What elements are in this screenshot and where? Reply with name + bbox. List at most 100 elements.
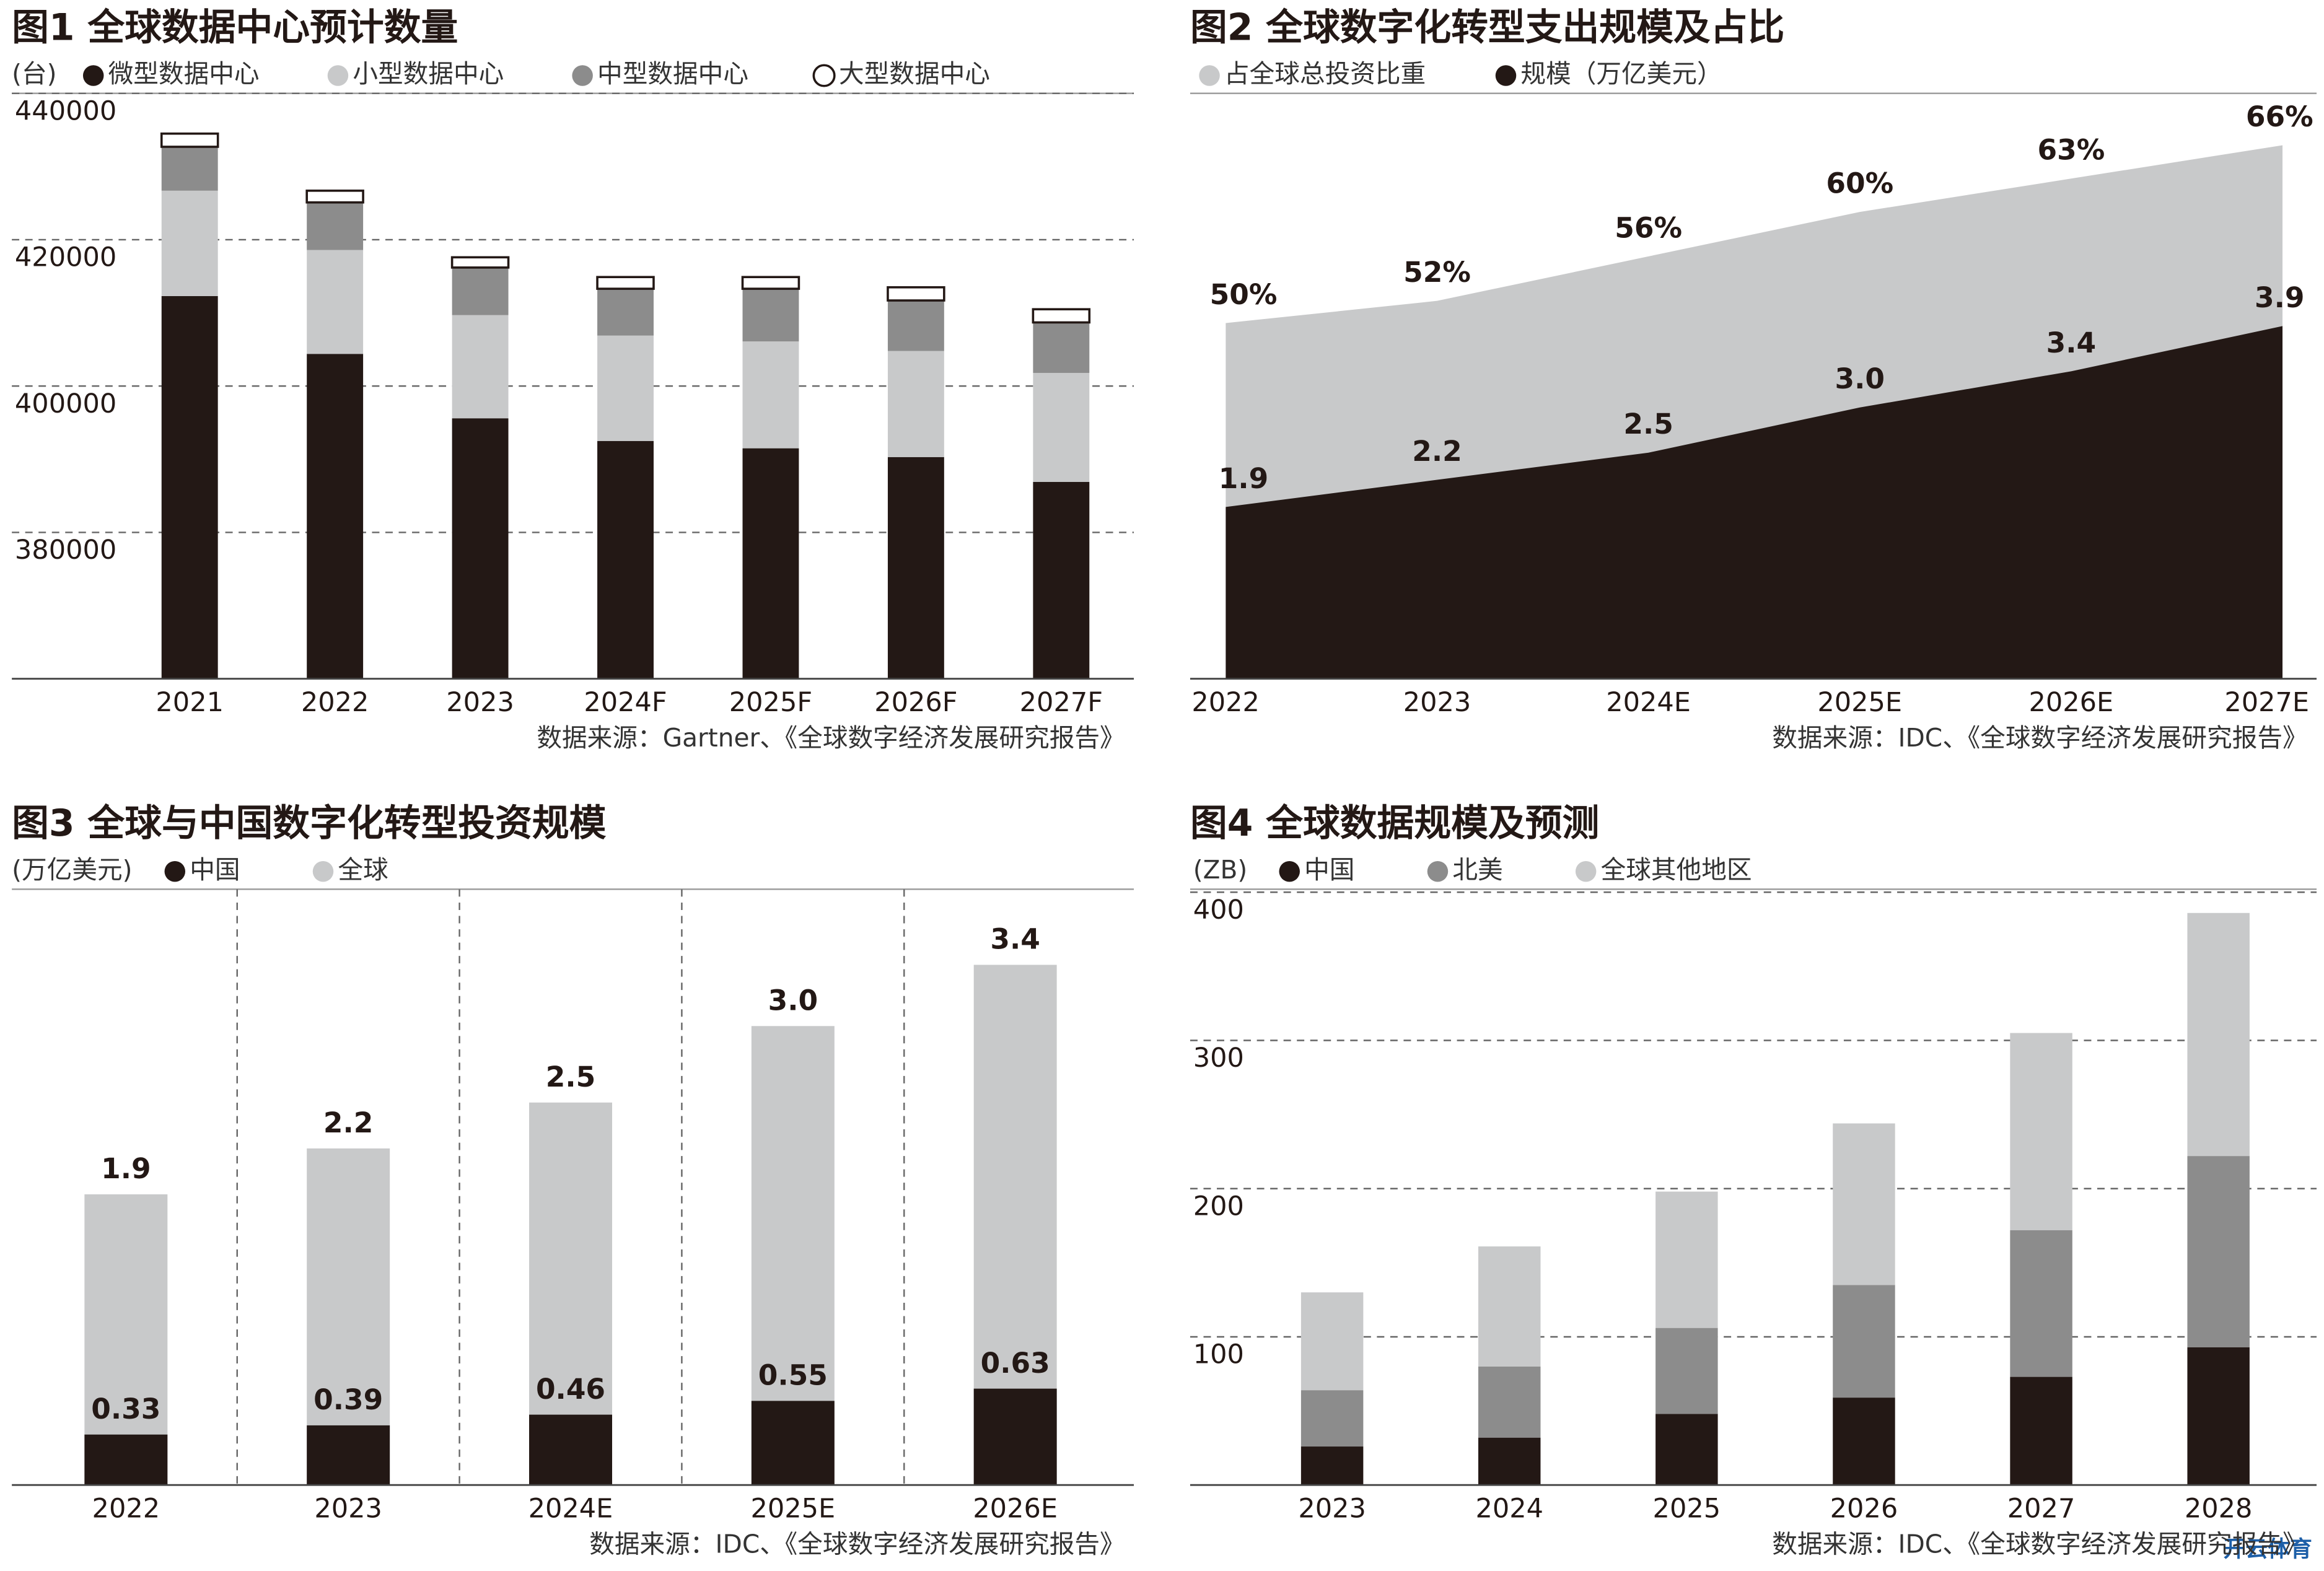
watermark: 开云体育 xyxy=(2223,1537,2312,1562)
bar-segment xyxy=(596,276,655,290)
x-tick-label: 2027 xyxy=(2007,1493,2076,1524)
y-tick-label: 300 xyxy=(1193,1043,1244,1074)
data-label: 3.0 xyxy=(1835,362,1885,395)
legend-marker xyxy=(327,65,349,86)
x-tick-label: 2023 xyxy=(1403,687,1471,718)
bar-segment xyxy=(161,146,218,191)
bar-segment xyxy=(160,132,219,148)
data-label: 2.5 xyxy=(1623,408,1673,440)
bar-segment xyxy=(1300,1292,1364,1391)
data-label: 3.9 xyxy=(2255,281,2304,314)
bar-segment xyxy=(1032,308,1091,324)
bar-segment xyxy=(597,440,654,679)
x-tick-label: 2022 xyxy=(92,1493,160,1524)
y-tick-label: 400000 xyxy=(15,388,116,419)
y-tick-label: 380000 xyxy=(15,535,116,566)
data-label: 3.0 xyxy=(768,984,818,1017)
bar-segment xyxy=(597,289,654,336)
data-label: 2.2 xyxy=(1412,435,1462,468)
legend-marker xyxy=(572,65,593,86)
data-label: 0.63 xyxy=(981,1347,1050,1380)
legend-label: 北美 xyxy=(1452,855,1502,885)
data-label: 52% xyxy=(1403,256,1471,289)
data-label: 0.46 xyxy=(536,1373,605,1406)
data-label: 0.33 xyxy=(91,1393,160,1425)
bar-segment xyxy=(1655,1328,1718,1414)
x-tick-label: 2023 xyxy=(446,687,514,718)
unit-label: (ZB) xyxy=(1193,855,1247,885)
legend-label: 大型数据中心 xyxy=(839,59,990,89)
bar-segment xyxy=(1478,1246,1541,1367)
x-tick-label: 2025 xyxy=(1653,1493,1721,1524)
bar-segment xyxy=(1833,1398,1895,1486)
bar-segment xyxy=(307,202,364,250)
x-tick-label: 2027F xyxy=(1020,687,1103,718)
unit-label: (万亿美元) xyxy=(12,855,132,885)
bar-segment xyxy=(1033,322,1090,373)
bar-segment xyxy=(2010,1376,2072,1486)
bar-segment xyxy=(161,295,218,679)
data-label: 3.4 xyxy=(990,923,1040,956)
legend-label: 微型数据中心 xyxy=(108,59,260,89)
bar-segment xyxy=(2187,1156,2250,1347)
legend-label: 中型数据中心 xyxy=(597,59,748,89)
bar-segment xyxy=(1833,1123,1895,1285)
data-label: 50% xyxy=(1210,278,1278,311)
bar xyxy=(973,1388,1057,1486)
bar-segment xyxy=(450,256,510,269)
bar-segment xyxy=(741,276,800,290)
legend-label: 中国 xyxy=(1304,855,1354,885)
legend-label: 全球 xyxy=(338,855,388,885)
y-tick-label: 100 xyxy=(1193,1339,1244,1370)
x-tick-label: 2028 xyxy=(2185,1493,2253,1524)
x-tick-label: 2022 xyxy=(1191,687,1260,718)
source: 数据来源：IDC、《全球数字经济发展研究报告》 xyxy=(1772,723,2307,753)
legend-marker xyxy=(1575,861,1597,882)
y-tick-label: 420000 xyxy=(15,242,116,273)
bar-segment xyxy=(742,448,799,679)
source: 数据来源：Gartner、《全球数字经济发展研究报告》 xyxy=(537,723,1125,753)
data-label: 0.39 xyxy=(314,1383,383,1416)
data-label: 1.9 xyxy=(1219,462,1268,495)
source: 数据来源：IDC、《全球数字经济发展研究报告》 xyxy=(589,1529,1125,1559)
data-label: 2.2 xyxy=(323,1106,373,1139)
chart-title: 图2 全球数字化转型支出规模及占比 xyxy=(1190,6,1784,49)
bar-segment xyxy=(305,190,364,204)
x-tick-label: 2023 xyxy=(314,1493,382,1524)
x-tick-label: 2023 xyxy=(1298,1493,1366,1524)
bar-segment xyxy=(1655,1191,1718,1328)
bar-segment xyxy=(1833,1285,1895,1398)
data-label: 0.55 xyxy=(758,1359,828,1392)
x-tick-label: 2025F xyxy=(729,687,812,718)
x-tick-label: 2022 xyxy=(301,687,369,718)
data-label: 1.9 xyxy=(101,1152,151,1185)
bar-segment xyxy=(452,267,509,315)
bar-segment xyxy=(452,418,509,679)
chart-title: 图4 全球数据规模及预测 xyxy=(1190,802,1599,845)
bar xyxy=(84,1434,168,1486)
bar-segment xyxy=(2010,1230,2072,1377)
bar-segment xyxy=(597,335,654,441)
x-tick-label: 2024F xyxy=(584,687,667,718)
x-tick-label: 2026E xyxy=(2029,687,2114,718)
bar-segment xyxy=(1033,372,1090,482)
data-label: 3.4 xyxy=(2046,326,2096,359)
bar-segment xyxy=(1478,1366,1541,1438)
bar-segment xyxy=(887,300,944,351)
bar-segment xyxy=(1478,1437,1541,1486)
x-tick-label: 2024 xyxy=(1475,1493,1543,1524)
area xyxy=(1226,326,2283,679)
x-tick-label: 2026F xyxy=(874,687,957,718)
y-tick-label: 200 xyxy=(1193,1191,1244,1222)
x-tick-label: 2021 xyxy=(156,687,224,718)
bar-segment xyxy=(2187,912,2250,1157)
bar-segment xyxy=(307,354,364,679)
x-tick-label: 2026 xyxy=(1830,1493,1898,1524)
bar xyxy=(529,1414,612,1486)
chart-title: 图3 全球与中国数字化转型投资规模 xyxy=(12,802,607,845)
data-label: 63% xyxy=(2038,134,2105,167)
legend-marker xyxy=(1427,861,1449,882)
legend-marker xyxy=(312,861,334,882)
